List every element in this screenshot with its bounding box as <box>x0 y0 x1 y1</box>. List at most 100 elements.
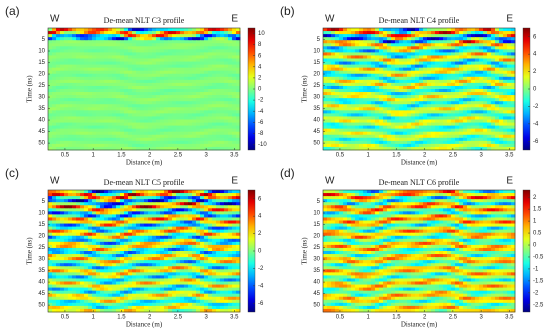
heatmap-cell <box>224 135 228 138</box>
heatmap-cell <box>224 113 228 116</box>
heatmap-cell <box>160 98 164 101</box>
heatmap-cell <box>92 236 96 239</box>
heatmap-cell <box>172 83 176 86</box>
heatmap-cell <box>76 129 80 132</box>
heatmap-cell <box>475 34 479 37</box>
heatmap-cell <box>499 144 503 147</box>
heatmap-cell <box>232 55 236 58</box>
heatmap-cell <box>327 34 331 37</box>
heatmap-cell <box>112 236 116 239</box>
heatmap-cell <box>120 95 124 98</box>
heatmap-cell <box>84 242 88 245</box>
heatmap-cell <box>172 205 176 208</box>
heatmap-cell <box>411 40 415 43</box>
heatmap-cell <box>471 68 475 71</box>
heatmap-cell <box>68 120 72 123</box>
heatmap-cell <box>471 98 475 101</box>
heatmap-cell <box>343 89 347 92</box>
heatmap-cell <box>76 230 80 233</box>
heatmap-cell <box>208 135 212 138</box>
heatmap-cell <box>507 40 511 43</box>
heatmap-cell <box>220 28 224 31</box>
heatmap-cell <box>327 74 331 77</box>
heatmap-cell <box>172 37 176 40</box>
heatmap-cell <box>160 116 164 119</box>
heatmap-cell <box>76 71 80 74</box>
heatmap-cell <box>451 46 455 49</box>
heatmap-cell <box>88 242 92 245</box>
heatmap-cell <box>76 233 80 236</box>
heatmap-cell <box>220 110 224 113</box>
heatmap-cell <box>132 59 136 62</box>
heatmap-cell <box>459 104 463 107</box>
heatmap-cell <box>483 101 487 104</box>
heatmap-cell <box>108 55 112 58</box>
heatmap-cell <box>104 245 108 248</box>
heatmap-cell <box>232 144 236 147</box>
y-tick-label: 5 <box>317 37 321 43</box>
heatmap-cell <box>148 110 152 113</box>
heatmap-cell <box>204 71 208 74</box>
heatmap-cell <box>447 116 451 119</box>
heatmap-cell <box>507 116 511 119</box>
heatmap-cell <box>343 86 347 89</box>
heatmap-cell <box>208 120 212 123</box>
heatmap-cell <box>208 236 212 239</box>
heatmap-cell <box>491 77 495 80</box>
heatmap-cell <box>359 86 363 89</box>
heatmap-cell <box>499 80 503 83</box>
heatmap-cell <box>403 62 407 65</box>
heatmap-cell <box>435 110 439 113</box>
heatmap-cell <box>355 77 359 80</box>
heatmap-cell <box>116 37 120 40</box>
heatmap-cell <box>152 107 156 110</box>
heatmap-cell <box>403 132 407 135</box>
heatmap-cell <box>228 104 232 107</box>
heatmap-cell <box>100 59 104 62</box>
heatmap-cell <box>463 71 467 74</box>
heatmap-cell <box>208 55 212 58</box>
heatmap-cell <box>152 135 156 138</box>
heatmap-cell <box>156 132 160 135</box>
heatmap-cell <box>72 208 76 211</box>
heatmap-cell <box>212 31 216 34</box>
heatmap-cell <box>188 126 192 129</box>
heatmap-cell <box>180 217 184 220</box>
heatmap-cell <box>60 135 64 138</box>
heatmap-cell <box>443 34 447 37</box>
heatmap-cell <box>499 132 503 135</box>
heatmap-cell <box>463 28 467 31</box>
heatmap-cell <box>56 190 60 193</box>
heatmap-cell <box>164 28 168 31</box>
heatmap-cell <box>140 68 144 71</box>
heatmap-cell <box>479 144 483 147</box>
heatmap-cell <box>196 224 200 227</box>
heatmap-cell <box>60 123 64 126</box>
heatmap-cell <box>451 116 455 119</box>
y-tick-label: 15 <box>38 60 45 66</box>
heatmap-cell <box>339 83 343 86</box>
heatmap-cell <box>52 202 56 205</box>
heatmap-cell <box>120 28 124 31</box>
heatmap-cell <box>363 68 367 71</box>
heatmap-cell <box>132 77 136 80</box>
heatmap-cell <box>359 92 363 95</box>
heatmap-cell <box>120 83 124 86</box>
heatmap-cell <box>140 208 144 211</box>
heatmap-cell <box>491 40 495 43</box>
heatmap-cell <box>72 65 76 68</box>
heatmap-cell <box>104 83 108 86</box>
heatmap-cell <box>423 116 427 119</box>
heatmap-cell <box>463 46 467 49</box>
heatmap-cell <box>84 132 88 135</box>
heatmap-cell <box>395 55 399 58</box>
heatmap-cell <box>391 28 395 31</box>
heatmap-cell <box>208 242 212 245</box>
heatmap-cell <box>172 71 176 74</box>
heatmap-cell <box>220 31 224 34</box>
heatmap-cell <box>367 113 371 116</box>
heatmap-cell <box>387 37 391 40</box>
heatmap-cell <box>391 98 395 101</box>
heatmap-cell <box>168 233 172 236</box>
heatmap-cell <box>164 62 168 65</box>
